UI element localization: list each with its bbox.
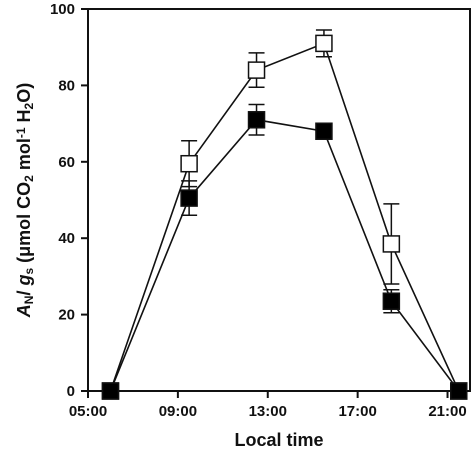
x-tick-label: 17:00 bbox=[338, 403, 376, 420]
y-axis-title-part: A bbox=[14, 304, 34, 318]
y-axis-ticks: 0 20 40 60 80 100 bbox=[50, 1, 88, 400]
y-axis-title-part: O) bbox=[14, 83, 34, 103]
y-axis-title-part: (μmol CO bbox=[14, 182, 34, 268]
y-tick-label: 0 bbox=[67, 383, 75, 400]
y-axis-title-part: N bbox=[22, 296, 36, 305]
y-axis-title-part: 2 bbox=[22, 175, 36, 182]
y-axis-title-part: 2 bbox=[22, 102, 36, 109]
series-filled-square bbox=[101, 103, 468, 400]
y-axis-title-part: -1 bbox=[14, 127, 28, 138]
y-axis-title: AN/ gs (μmol CO2 mol-1 H2O) bbox=[14, 83, 36, 318]
series-layer bbox=[101, 29, 468, 400]
y-axis-title-part: / bbox=[14, 286, 34, 296]
x-tick-label: 05:00 bbox=[69, 403, 107, 420]
data-point bbox=[450, 382, 468, 400]
data-point bbox=[315, 34, 333, 53]
x-tick-label: 09:00 bbox=[159, 403, 197, 420]
x-tick-label: 13:00 bbox=[249, 403, 287, 420]
data-point bbox=[180, 189, 198, 207]
x-axis-title: Local time bbox=[234, 430, 323, 450]
data-point bbox=[101, 382, 120, 400]
y-tick-label: 20 bbox=[58, 307, 75, 324]
y-tick-label: 100 bbox=[50, 1, 75, 18]
y-tick-label: 80 bbox=[58, 77, 75, 94]
y-tick-label: 40 bbox=[58, 230, 75, 247]
y-axis-title-part: H bbox=[14, 109, 34, 127]
data-point bbox=[247, 111, 266, 129]
series-line bbox=[109, 118, 460, 392]
data-point bbox=[180, 154, 198, 173]
series-line bbox=[109, 42, 460, 392]
y-tick-label: 60 bbox=[58, 154, 75, 171]
data-point bbox=[247, 61, 266, 79]
data-point bbox=[382, 292, 401, 310]
data-point bbox=[315, 122, 333, 140]
series-open-square bbox=[101, 29, 468, 400]
data-point bbox=[382, 235, 401, 253]
y-axis-title-part: mol bbox=[14, 138, 34, 175]
plot-frame bbox=[87, 8, 471, 392]
x-axis-ticks: 05:00 09:00 13:00 17:00 21:00 bbox=[69, 391, 467, 420]
x-tick-label: 21:00 bbox=[428, 403, 466, 420]
y-axis-title-part: s bbox=[22, 268, 36, 275]
y-axis-title-part: g bbox=[14, 275, 34, 287]
